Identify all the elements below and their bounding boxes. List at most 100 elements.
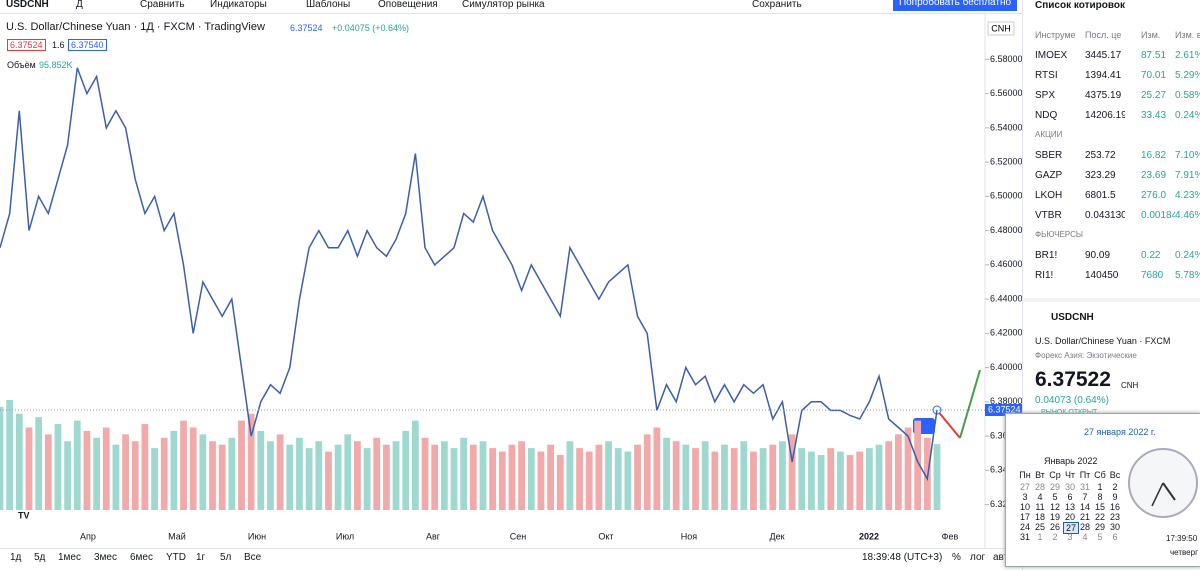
percent[interactable]: % xyxy=(952,552,961,563)
watchlist-row[interactable]: GAZP 323.29 23.69 7.91% xyxy=(1023,166,1200,186)
interval[interactable]: Д xyxy=(76,0,83,10)
day[interactable]: 9 xyxy=(1112,492,1118,502)
day[interactable]: 29 xyxy=(1094,522,1105,532)
day[interactable]: 5 xyxy=(1052,492,1058,502)
day[interactable]: 23 xyxy=(1109,512,1120,522)
day[interactable]: 2 xyxy=(1112,482,1118,492)
day[interactable]: 21 xyxy=(1079,512,1090,522)
day[interactable]: 31 xyxy=(1019,532,1030,542)
weekday: Вс xyxy=(1109,470,1121,480)
day[interactable]: 20 xyxy=(1064,512,1075,522)
watchlist-row[interactable]: IMOEX 3445.17 87.51 2.61% xyxy=(1023,46,1200,66)
watchlist-row[interactable]: RTSI 1394.41 70.01 5.29% xyxy=(1023,66,1200,86)
bid[interactable]: 6.37524 xyxy=(7,39,46,51)
day[interactable]: 31 xyxy=(1079,482,1090,492)
range-button[interactable]: 5л xyxy=(220,552,232,563)
day[interactable]: 28 xyxy=(1079,522,1090,532)
volume-bar xyxy=(750,451,757,510)
watchlist-row[interactable]: SPX 4375.19 25.27 0.58% xyxy=(1023,86,1200,106)
weekday: Вт xyxy=(1035,470,1045,480)
volume-bar xyxy=(450,448,458,510)
day[interactable]: 1 xyxy=(1037,532,1043,542)
weekday: Сб xyxy=(1094,470,1106,480)
cell: 16.82 xyxy=(1141,150,1167,161)
volume-bar xyxy=(286,444,294,510)
range-button[interactable]: 1д xyxy=(10,552,22,563)
watchlist-row[interactable]: RI1! 140450 7680 5.78% xyxy=(1023,266,1200,286)
drawing-green xyxy=(959,369,981,439)
volume-bar xyxy=(460,437,468,510)
volume-bar xyxy=(334,444,342,510)
volume-bar xyxy=(64,441,71,510)
day[interactable]: 27 xyxy=(1063,522,1079,534)
detail-change: 0.04073 (0.64%) xyxy=(1035,395,1109,406)
day[interactable]: 19 xyxy=(1049,512,1060,522)
calendar-date[interactable]: 27 января 2022 г. xyxy=(1084,427,1156,437)
day[interactable]: 24 xyxy=(1019,522,1030,532)
range-button[interactable]: Все xyxy=(244,552,262,563)
day[interactable]: 22 xyxy=(1094,512,1105,522)
day[interactable]: 12 xyxy=(1049,502,1060,512)
day[interactable]: 26 xyxy=(1049,522,1060,532)
day[interactable]: 2 xyxy=(1052,532,1058,542)
day[interactable]: 13 xyxy=(1064,502,1075,512)
range-button[interactable]: YTD xyxy=(166,552,186,563)
cell: NDQ xyxy=(1035,110,1058,121)
day[interactable]: 6 xyxy=(1112,532,1118,542)
volume-bar xyxy=(267,441,274,510)
volume-bar xyxy=(663,437,670,510)
range-button[interactable]: 5д xyxy=(34,552,46,563)
day[interactable]: 14 xyxy=(1079,502,1090,512)
day[interactable]: 3 xyxy=(1022,492,1028,502)
range-button[interactable]: 3мес xyxy=(94,552,117,563)
templates[interactable]: Шаблоны xyxy=(306,0,351,10)
day[interactable]: 6 xyxy=(1067,492,1073,502)
day[interactable]: 25 xyxy=(1034,522,1045,532)
replay[interactable]: Симулятор рынка xyxy=(462,0,545,10)
day[interactable]: 4 xyxy=(1037,492,1043,502)
watchlist-row[interactable]: LKOH 6801.5 276.0 4.23% xyxy=(1023,186,1200,206)
watchlist-row[interactable]: SBER 253.72 16.82 7.10% xyxy=(1023,146,1200,166)
cell: 323.29 xyxy=(1085,170,1116,181)
log[interactable]: лог xyxy=(970,552,986,563)
range-button[interactable]: 6мес xyxy=(130,552,153,563)
cell: 70.01 xyxy=(1141,70,1167,81)
y-tick-label: 6.48000 xyxy=(990,225,1022,235)
day[interactable]: 5 xyxy=(1097,532,1103,542)
day[interactable]: 29 xyxy=(1049,482,1060,492)
cell: 5.29% xyxy=(1175,70,1200,81)
day[interactable]: 28 xyxy=(1034,482,1045,492)
save[interactable]: Сохранить xyxy=(752,0,802,10)
day[interactable]: 7 xyxy=(1082,492,1088,502)
range-button[interactable]: 1г xyxy=(196,552,206,563)
watchlist-row[interactable]: VTBR 0.043130 0.0018404.46% xyxy=(1023,206,1200,226)
watchlist-row[interactable]: Инструме Посл. це Изм. Изм. в xyxy=(1023,26,1200,46)
day[interactable]: 15 xyxy=(1094,502,1105,512)
range-button[interactable]: 1мес xyxy=(58,552,81,563)
column-header: Изм. в xyxy=(1175,30,1200,40)
auto[interactable]: авто xyxy=(993,552,1014,563)
alerts[interactable]: Оповещения xyxy=(378,0,438,10)
trial-button[interactable]: Попробовать бесплатно xyxy=(893,0,1017,11)
day[interactable]: 27 xyxy=(1019,482,1030,492)
day[interactable]: 3 xyxy=(1067,532,1073,542)
day[interactable]: 8 xyxy=(1097,492,1103,502)
ask[interactable]: 6.37540 xyxy=(68,39,107,51)
day[interactable]: 16 xyxy=(1109,502,1120,512)
watchlist-row[interactable]: BR1! 90.09 0.22 0.24% xyxy=(1023,246,1200,266)
day[interactable]: 11 xyxy=(1035,502,1045,512)
day[interactable]: 30 xyxy=(1109,522,1120,532)
day[interactable]: 18 xyxy=(1034,512,1045,522)
volume-bar xyxy=(44,434,52,510)
day[interactable]: 10 xyxy=(1019,502,1030,512)
x-tick-label: Дек xyxy=(769,531,784,541)
day[interactable]: 17 xyxy=(1019,512,1030,522)
day[interactable]: 1 xyxy=(1097,482,1103,492)
compare[interactable]: Сравнить xyxy=(140,0,185,10)
symbol[interactable]: USDCNH xyxy=(6,0,49,10)
indicators[interactable]: Индикаторы xyxy=(210,0,267,10)
price-marker-label: 6.37524 xyxy=(988,404,1021,414)
day[interactable]: 4 xyxy=(1082,532,1088,542)
watchlist-row[interactable]: NDQ 14206.19 33.43 0.24% xyxy=(1023,106,1200,126)
day[interactable]: 30 xyxy=(1064,482,1075,492)
